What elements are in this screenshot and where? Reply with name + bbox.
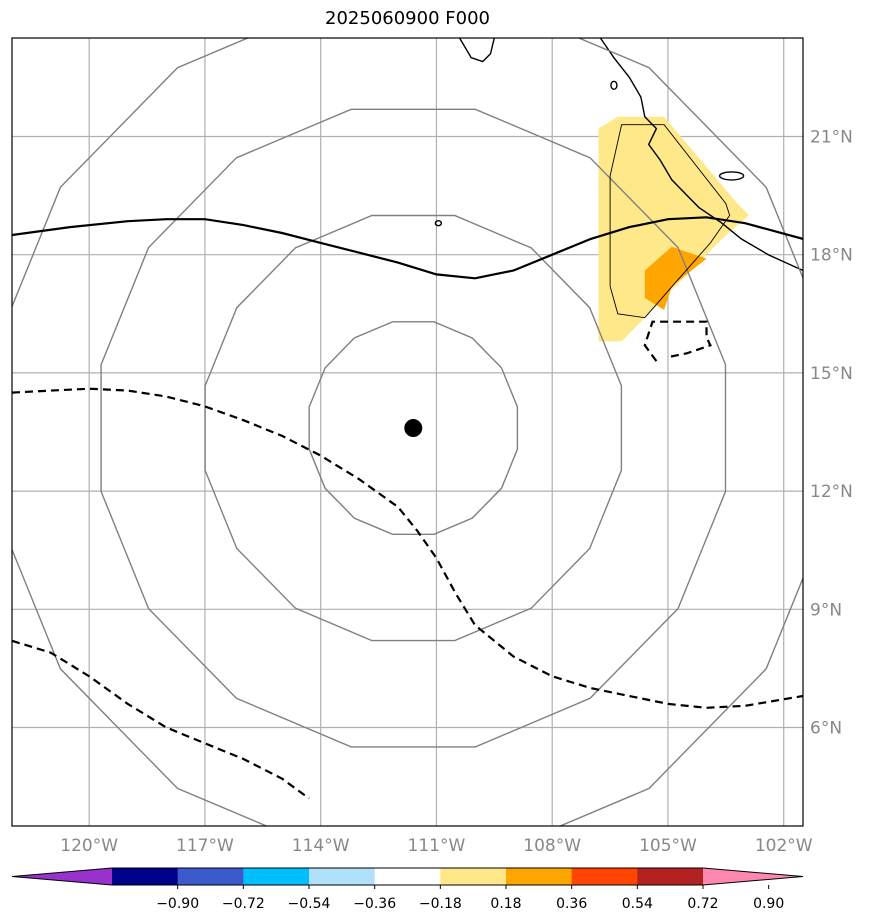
- colorbar-extend-high: [703, 868, 803, 885]
- colorbar-segment: [177, 868, 244, 885]
- colorbar-tick-label: −0.90: [156, 896, 199, 912]
- longitude-labels: 120°W 117°W 114°W 111°W 108°W 105°W 102°W: [60, 836, 812, 856]
- colorbar-tick-label: 0.90: [753, 896, 784, 912]
- lon-tick-label: 111°W: [408, 836, 466, 856]
- island-outline: [718, 171, 745, 181]
- colorbar-extend-low: [12, 868, 112, 885]
- lat-tick-label: 12°N: [810, 482, 853, 502]
- anomaly-shading: [598, 116, 749, 342]
- colorbar-tick-label: −0.36: [353, 896, 396, 912]
- colorbar-segment: [637, 868, 704, 885]
- lon-tick-label: 114°W: [292, 836, 350, 856]
- lat-tick-label: 15°N: [810, 364, 853, 384]
- range-ring: [12, 38, 803, 826]
- map-plot-area: [12, 38, 803, 826]
- contour-lines: [12, 124, 803, 800]
- lon-tick-label: 108°W: [523, 836, 581, 856]
- colorbar-segment: [243, 868, 310, 885]
- mainland-coastline: [599, 38, 803, 272]
- colorbar-tick-label: 0.54: [622, 896, 653, 912]
- range-ring: [308, 321, 519, 535]
- storm-center-marker: [404, 419, 423, 438]
- latitude-labels: 6°N 9°N 12°N 15°N 18°N 21°N: [810, 128, 853, 739]
- colorbar-tick-label: −0.72: [222, 896, 265, 912]
- island-outline: [434, 219, 443, 227]
- colorbar-segment: [309, 868, 376, 885]
- colorbar-segment: [112, 868, 179, 885]
- colorbar-segment: [506, 868, 573, 885]
- colorbar-tick-label: −0.18: [419, 896, 462, 912]
- colorbar-tick-label: 0.18: [490, 896, 521, 912]
- colorbar-tick-label: −0.54: [288, 896, 331, 912]
- contour-dashed: [12, 639, 310, 800]
- colorbar-segment: [374, 868, 441, 885]
- contour-dashed: [12, 387, 803, 709]
- lat-tick-label: 18°N: [810, 246, 853, 266]
- map-title: 2025060900 F000: [325, 8, 490, 29]
- shading-region-0.18: [598, 116, 749, 342]
- map-frame: [11, 37, 804, 827]
- lon-tick-label: 105°W: [639, 836, 697, 856]
- lon-tick-label: 102°W: [755, 836, 813, 856]
- lat-tick-label: 6°N: [810, 719, 842, 739]
- colorbar-outline: [11, 867, 804, 886]
- contour-solid: [12, 216, 803, 280]
- colorbar-tick-label: 0.36: [556, 896, 587, 912]
- baja-coastline: [458, 38, 495, 63]
- lat-tick-label: 9°N: [810, 600, 842, 620]
- range-ring: [100, 108, 727, 748]
- contour-dashed-small: [643, 320, 712, 362]
- lon-tick-label: 120°W: [60, 836, 118, 856]
- shading-region-0.36: [644, 246, 707, 310]
- lon-tick-label: 117°W: [176, 836, 234, 856]
- colorbar-tick-label: 0.72: [687, 896, 718, 912]
- colorbar-segment: [571, 868, 638, 885]
- lat-tick-label: 21°N: [810, 128, 853, 148]
- colorbar-segment: [440, 868, 507, 885]
- shading-contour: [609, 124, 731, 319]
- colorbar: −0.90 −0.72 −0.54 −0.36 −0.18 0.18 0.36 0.54 0.7…: [11, 867, 804, 912]
- coastline: [434, 38, 803, 272]
- island-outline: [610, 80, 618, 90]
